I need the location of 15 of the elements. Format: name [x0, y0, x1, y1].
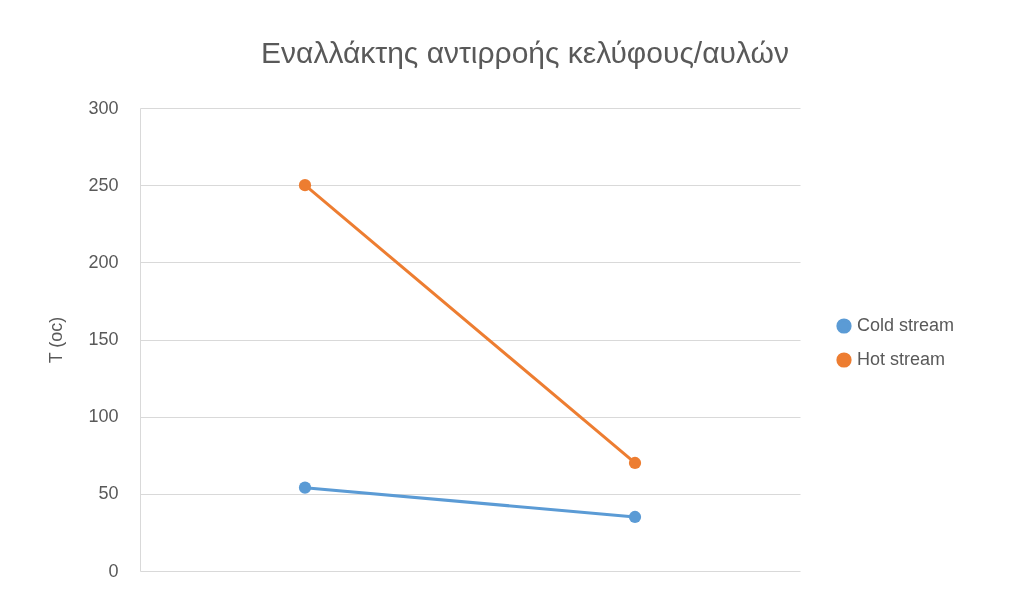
point	[298, 179, 312, 192]
y-tick-label: 200	[88, 251, 119, 272]
point	[628, 456, 642, 470]
legend-label: Hot stream	[857, 349, 946, 369]
y-tick-label: 150	[88, 329, 119, 349]
y-tick-label: 100	[88, 406, 119, 427]
y-axis-title: T (oc)	[46, 316, 67, 364]
chart-title: Εναλλάκτης αντιρροής κελύφους/αυλών	[261, 36, 789, 69]
legend-label: Cold stream	[857, 315, 955, 335]
point	[298, 481, 312, 494]
y-tick-label: 50	[98, 483, 119, 504]
y-tick-label: 250	[88, 174, 119, 195]
point	[628, 510, 642, 524]
y-tick-label: 0	[108, 560, 119, 581]
y-tick-label: 300	[88, 97, 119, 118]
